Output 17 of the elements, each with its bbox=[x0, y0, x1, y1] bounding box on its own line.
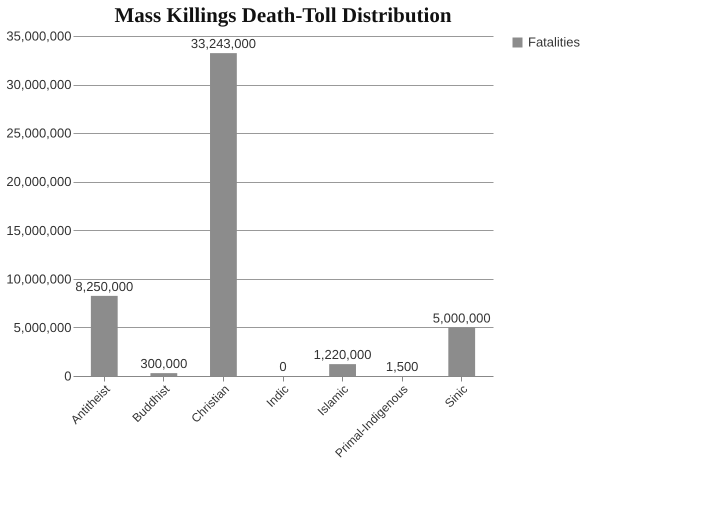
legend-label: Fatalities bbox=[528, 34, 581, 50]
data-label: 300,000 bbox=[140, 356, 188, 372]
data-label: 1,500 bbox=[386, 358, 418, 374]
y-tick-label: 10,000,000 bbox=[6, 271, 72, 286]
y-tick-label: 35,000,000 bbox=[6, 28, 72, 44]
y-tick-label: 15,000,000 bbox=[6, 222, 72, 238]
y-tick-label: 0 bbox=[64, 368, 72, 384]
data-label: 8,250,000 bbox=[75, 278, 134, 294]
y-tick-label: 20,000,000 bbox=[6, 174, 72, 190]
y-tick-label: 30,000,000 bbox=[6, 77, 72, 92]
data-label: 5,000,000 bbox=[432, 310, 491, 326]
data-label: 1,220,000 bbox=[314, 347, 372, 362]
data-label: 33,243,000 bbox=[190, 36, 256, 52]
y-tick-label: 25,000,000 bbox=[6, 126, 72, 141]
chart-title: Mass Killings Death-Toll Distribution bbox=[114, 3, 452, 27]
data-label: 0 bbox=[279, 359, 287, 374]
y-tick-label: 5,000,000 bbox=[14, 320, 72, 335]
